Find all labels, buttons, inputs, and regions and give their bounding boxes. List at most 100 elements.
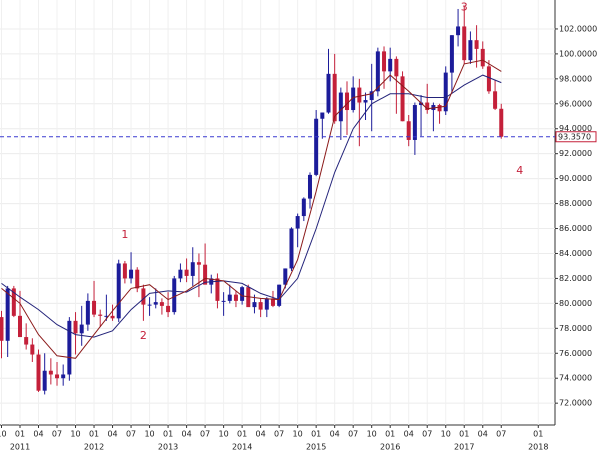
x-tick-label: 07 (496, 430, 506, 439)
y-tick-label: 74.0000 (559, 374, 592, 383)
plot-area (0, 0, 555, 425)
x-tick-label: 04 (478, 430, 488, 439)
candle-body (301, 198, 306, 217)
candle-body (283, 268, 288, 285)
candle-body (468, 40, 473, 61)
x-tick-label: 10 (0, 430, 7, 439)
y-tick-label: 100.0000 (559, 49, 597, 58)
x-tick-label: 01 (163, 430, 173, 439)
y-tick-label: 82.0000 (559, 274, 592, 283)
x-tick-label: 01 (15, 430, 25, 439)
x-tick-label: 01 (89, 430, 99, 439)
candle-body (11, 288, 16, 316)
year-label: 2016 (380, 443, 400, 452)
candle-body (351, 87, 356, 111)
candle-body (406, 121, 411, 140)
x-tick-label: 07 (274, 430, 284, 439)
candle-body (42, 370, 47, 391)
x-tick-label: 04 (181, 430, 191, 439)
candle-body (110, 315, 115, 319)
year-label: 2015 (306, 443, 326, 452)
candle-body (184, 269, 189, 276)
y-tick-label: 78.0000 (559, 324, 592, 333)
candle-body (147, 304, 152, 306)
candle-body (79, 324, 84, 334)
y-tick-label: 102.0000 (559, 24, 597, 33)
candle-body (5, 288, 10, 341)
x-tick-label: 07 (200, 430, 210, 439)
candle-body (67, 320, 72, 375)
y-tick-label: 98.0000 (559, 74, 592, 83)
candle-body (24, 337, 29, 345)
annotation: 4 (516, 164, 523, 177)
y-tick-label: 94.0000 (559, 124, 592, 133)
x-tick-label: 10 (441, 430, 451, 439)
candle-body (474, 40, 479, 49)
candle-body (369, 91, 374, 101)
candle-body (73, 320, 78, 334)
x-tick-label: 10 (367, 430, 377, 439)
candle-body (264, 298, 269, 310)
y-tick-label: 76.0000 (559, 349, 592, 358)
candle-body (456, 26, 461, 36)
candle-body (203, 264, 208, 285)
candle-body (412, 105, 417, 140)
x-tick-label: 10 (293, 430, 303, 439)
candle-body (196, 262, 201, 265)
candle-body (425, 102, 430, 111)
candle-body (104, 315, 109, 317)
candle-body (129, 269, 134, 279)
candle-body (400, 76, 405, 122)
candle-body (166, 305, 171, 313)
candle-body (233, 294, 238, 301)
moving-average-line (1, 59, 502, 359)
year-label: 2012 (84, 443, 104, 452)
candle-body (307, 174, 312, 199)
candle-body (122, 263, 127, 279)
candle-body (437, 105, 442, 112)
y-tick-label: 72.0000 (559, 399, 592, 408)
candle-body (227, 294, 232, 301)
candle-body (382, 51, 387, 72)
x-tick-label: 01 (311, 430, 321, 439)
candle-body (61, 374, 66, 379)
x-tick-label: 07 (422, 430, 432, 439)
candle-body (443, 72, 448, 112)
year-label: 2017 (454, 443, 474, 452)
x-tick-label: 04 (33, 430, 43, 439)
candle-body (314, 118, 319, 175)
x-tick-label: 01 (459, 430, 469, 439)
candle-body (221, 300, 226, 302)
candle-body (190, 262, 195, 276)
candle-body (388, 58, 393, 72)
y-tick-label: 84.0000 (559, 249, 592, 258)
annotation: 2 (140, 329, 147, 342)
candle-body (270, 298, 275, 306)
candle-body (30, 344, 35, 355)
candle-body (258, 302, 263, 310)
candle-body (85, 300, 90, 325)
candle-body (338, 92, 343, 122)
candle-body (18, 315, 22, 338)
x-tick-label: 10 (144, 430, 154, 439)
candle-body (462, 26, 467, 61)
candle-body (486, 66, 491, 92)
year-label: 2018 (528, 443, 548, 452)
candle-body (0, 317, 4, 341)
x-tick-label: 10 (70, 430, 80, 439)
year-label: 2014 (232, 443, 252, 452)
year-label: 2013 (158, 443, 178, 452)
moving-average-line (1, 74, 502, 338)
y-tick-label: 96.0000 (559, 99, 592, 108)
x-tick-label: 01 (385, 430, 395, 439)
candle-body (493, 91, 498, 109)
candle-body (252, 302, 257, 308)
x-tick-label: 04 (330, 430, 340, 439)
y-tick-label: 80.0000 (559, 299, 592, 308)
candle-body (215, 278, 220, 301)
y-tick-label: 90.0000 (559, 174, 592, 183)
x-tick-label: 07 (348, 430, 358, 439)
annotation: 3 (461, 1, 468, 14)
x-tick-label: 10 (219, 430, 229, 439)
